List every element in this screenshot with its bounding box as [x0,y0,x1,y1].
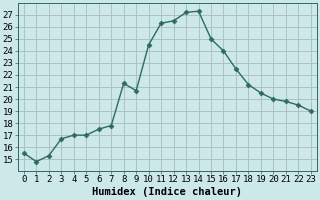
X-axis label: Humidex (Indice chaleur): Humidex (Indice chaleur) [92,187,242,197]
